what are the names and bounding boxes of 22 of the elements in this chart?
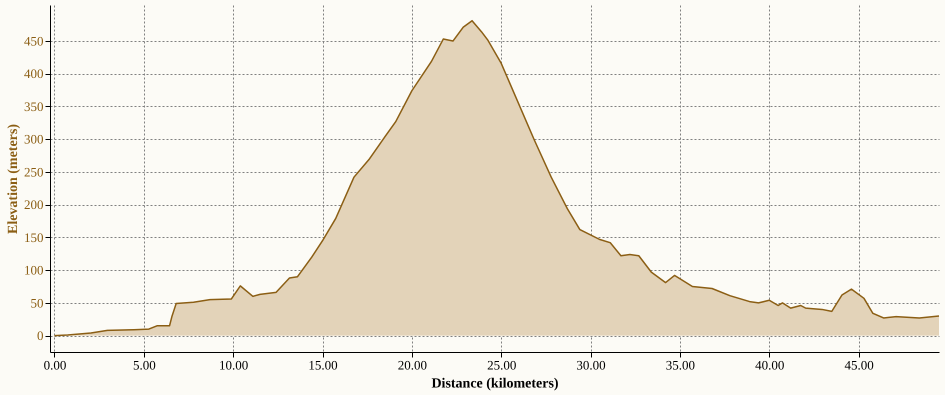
y-axis-title: Elevation (meters) xyxy=(6,124,21,234)
y-tick-label: 400 xyxy=(24,66,44,82)
x-tick-label: 20.00 xyxy=(398,358,427,372)
x-tick-label: 15.00 xyxy=(308,358,338,372)
x-tick-label: 30.00 xyxy=(576,358,606,372)
y-tick-label: 0 xyxy=(37,328,44,344)
x-tick-label: 0.00 xyxy=(44,358,66,372)
y-tick-label: 450 xyxy=(24,34,44,49)
y-tick-label: 250 xyxy=(24,164,44,180)
x-axis-title: Distance (kilometers) xyxy=(431,376,559,392)
x-tick-label: 45.00 xyxy=(844,358,874,372)
y-tick-label: 300 xyxy=(24,132,44,147)
y-tick-label: 200 xyxy=(24,197,44,212)
x-tick-label: 35.00 xyxy=(666,358,696,372)
x-tick-label: 10.00 xyxy=(219,358,248,372)
y-tick-label: 50 xyxy=(30,295,44,310)
x-tick-label: 25.00 xyxy=(487,358,516,372)
y-tick-label: 100 xyxy=(24,262,44,278)
x-tick-label: 5.00 xyxy=(132,358,156,372)
y-tick-label: 350 xyxy=(24,98,44,114)
y-tick-label: 150 xyxy=(24,230,44,245)
x-tick-label: 40.00 xyxy=(755,358,784,372)
